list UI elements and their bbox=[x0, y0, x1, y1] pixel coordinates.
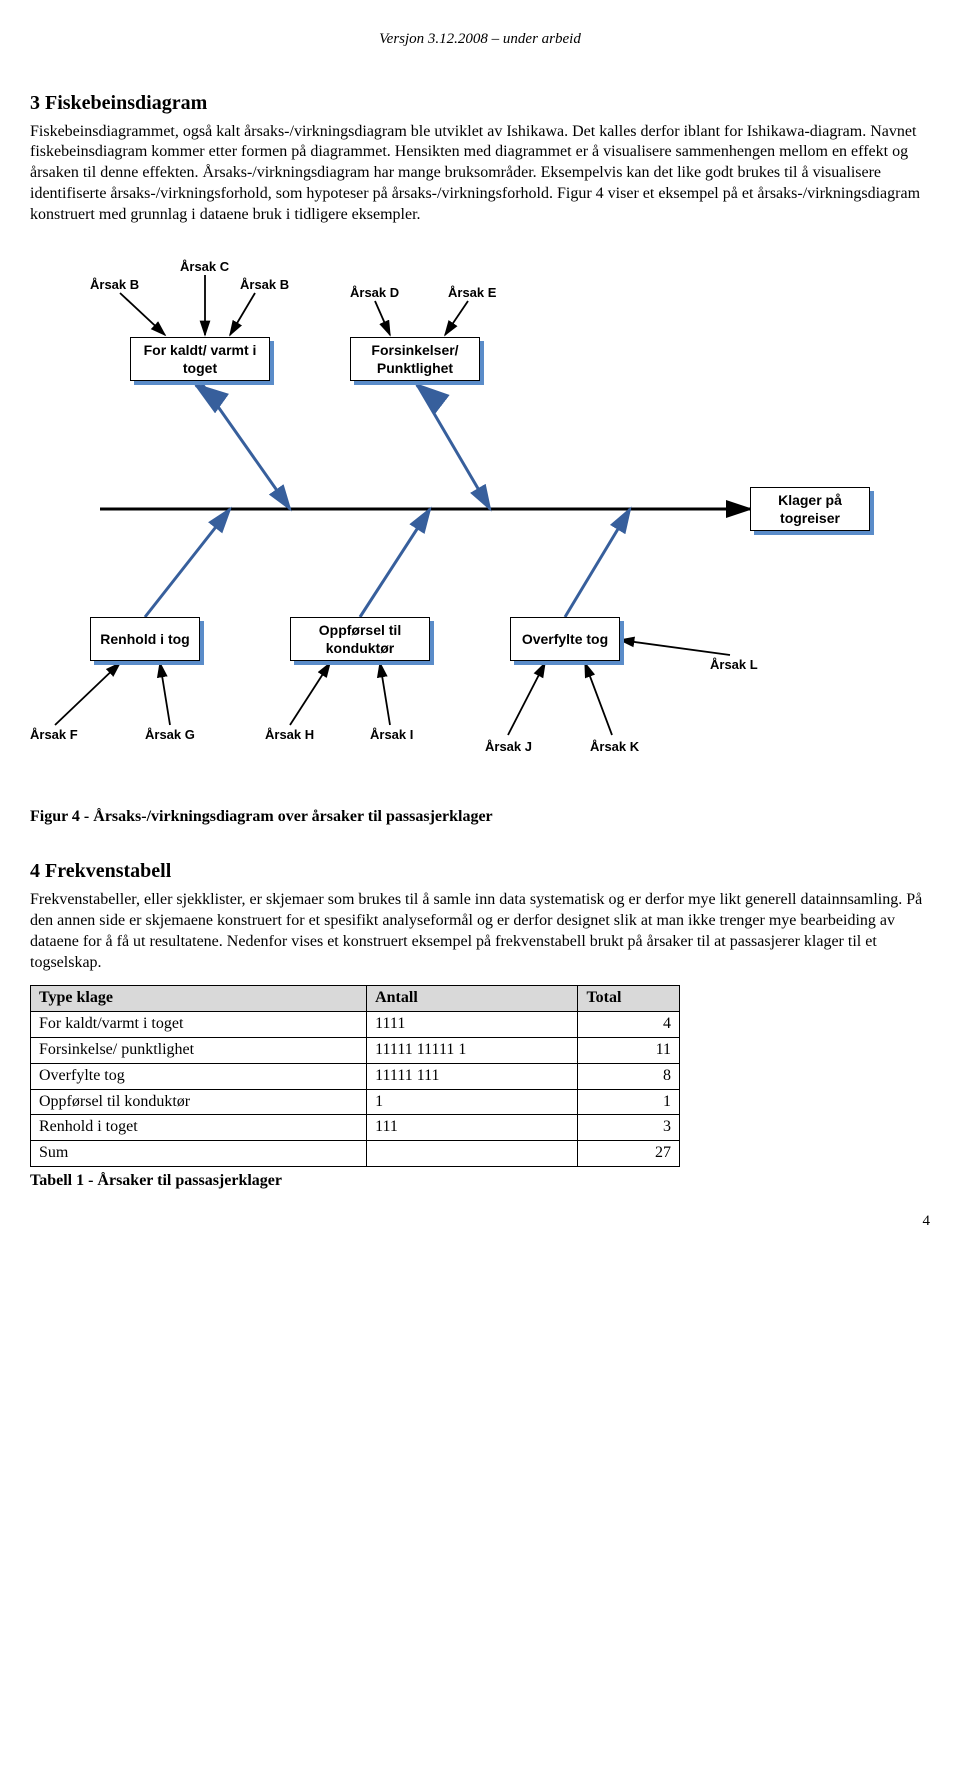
diagram-label-arsak-b1: Årsak B bbox=[90, 277, 139, 294]
table-header: Antall bbox=[367, 986, 578, 1012]
frequency-table: Type klageAntallTotal For kaldt/varmt i … bbox=[30, 985, 680, 1167]
table-cell: 11 bbox=[578, 1038, 680, 1064]
header-version: Versjon 3.12.2008 – under arbeid bbox=[30, 30, 930, 50]
diagram-label-arsak-g: Årsak G bbox=[145, 727, 195, 744]
section4-title: 4 Frekvenstabell bbox=[30, 858, 930, 884]
table-cell: 8 bbox=[578, 1063, 680, 1089]
table-cell: 1 bbox=[578, 1089, 680, 1115]
table-cell: Forsinkelse/ punktlighet bbox=[31, 1038, 367, 1064]
diagram-label-arsak-k: Årsak K bbox=[590, 739, 639, 756]
diagram-box-forsinkelser: Forsinkelser/ Punktlighet bbox=[350, 337, 480, 381]
section3-paragraph: Fiskebeinsdiagrammet, også kalt årsaks-/… bbox=[30, 122, 930, 226]
table-cell: 11111 111 bbox=[367, 1063, 578, 1089]
diagram-label-arsak-l: Årsak L bbox=[710, 657, 758, 674]
figure4-caption: Figur 4 - Årsaks-/virkningsdiagram over … bbox=[30, 807, 930, 828]
table-cell: 111 bbox=[367, 1115, 578, 1141]
table-header: Type klage bbox=[31, 986, 367, 1012]
diagram-box-overfylte: Overfylte tog bbox=[510, 617, 620, 661]
diagram-label-arsak-f: Årsak F bbox=[30, 727, 78, 744]
page-number: 4 bbox=[923, 1212, 931, 1232]
diagram-label-arsak-c: Årsak C bbox=[180, 259, 229, 276]
diagram-label-arsak-e: Årsak E bbox=[448, 285, 496, 302]
table-cell: For kaldt/varmt i toget bbox=[31, 1012, 367, 1038]
table-cell: 4 bbox=[578, 1012, 680, 1038]
table-cell: 11111 11111 1 bbox=[367, 1038, 578, 1064]
section4-paragraph: Frekvenstabeller, eller sjekklister, er … bbox=[30, 890, 930, 973]
table-cell: 1111 bbox=[367, 1012, 578, 1038]
table-row: Sum 27 bbox=[31, 1141, 680, 1167]
table1-caption: Tabell 1 - Årsaker til passasjerklager bbox=[30, 1171, 930, 1192]
table-cell: Overfylte tog bbox=[31, 1063, 367, 1089]
table-header: Total bbox=[578, 986, 680, 1012]
table-row: Oppførsel til konduktør11 bbox=[31, 1089, 680, 1115]
table-cell: 3 bbox=[578, 1115, 680, 1141]
table-cell: 27 bbox=[578, 1141, 680, 1167]
diagram-label-arsak-i: Årsak I bbox=[370, 727, 413, 744]
diagram-box-oppforsel: Oppførsel til konduktør bbox=[290, 617, 430, 661]
diagram-label-arsak-j: Årsak J bbox=[485, 739, 532, 756]
table-cell: Sum bbox=[31, 1141, 367, 1167]
table-cell: 1 bbox=[367, 1089, 578, 1115]
table-cell: Oppførsel til konduktør bbox=[31, 1089, 367, 1115]
diagram-box-renhold: Renhold i tog bbox=[90, 617, 200, 661]
diagram-label-arsak-d: Årsak D bbox=[350, 285, 399, 302]
table-row: Overfylte tog11111 1118 bbox=[31, 1063, 680, 1089]
table-row: Forsinkelse/ punktlighet11111 11111 111 bbox=[31, 1038, 680, 1064]
diagram-box-klager: Klager på togreiser bbox=[750, 487, 870, 531]
table-row: For kaldt/varmt i toget11114 bbox=[31, 1012, 680, 1038]
diagram-label-arsak-b2: Årsak B bbox=[240, 277, 289, 294]
diagram-label-arsak-h: Årsak H bbox=[265, 727, 314, 744]
table-cell bbox=[367, 1141, 578, 1167]
fishbone-diagram: For kaldt/ varmt i toget Forsinkelser/ Pu… bbox=[30, 237, 910, 797]
table-row: Renhold i toget1113 bbox=[31, 1115, 680, 1141]
diagram-box-for-kaldt: For kaldt/ varmt i toget bbox=[130, 337, 270, 381]
section3-title: 3 Fiskebeinsdiagram bbox=[30, 90, 930, 116]
table-cell: Renhold i toget bbox=[31, 1115, 367, 1141]
